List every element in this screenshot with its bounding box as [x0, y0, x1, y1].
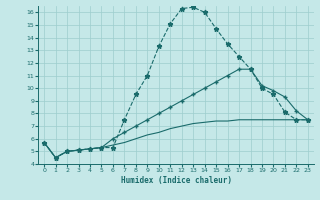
- X-axis label: Humidex (Indice chaleur): Humidex (Indice chaleur): [121, 176, 231, 185]
